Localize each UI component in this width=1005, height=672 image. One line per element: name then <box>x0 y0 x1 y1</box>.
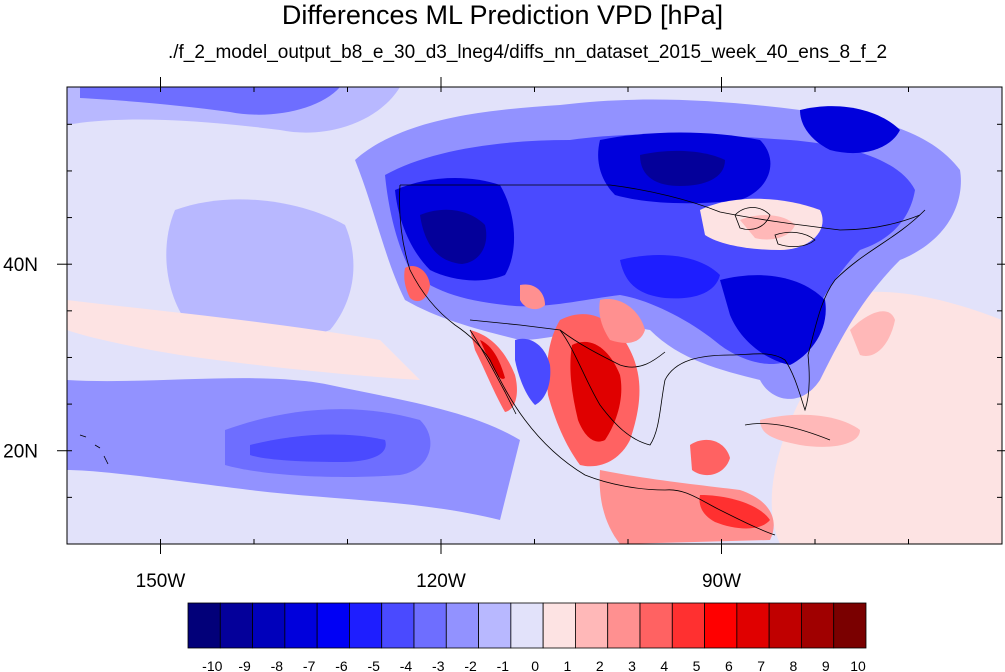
baja-line <box>469 329 517 415</box>
us-canada-border <box>400 184 921 231</box>
colorbar-label: -4 <box>400 658 413 672</box>
colorbar-label: -10 <box>202 658 222 672</box>
lat-tick-label: 40N <box>3 255 38 276</box>
colorbar-label: -3 <box>432 658 445 672</box>
colorbar-swatch <box>704 602 738 649</box>
east-pacific-pink <box>67 300 420 380</box>
colorbar-swatch <box>349 602 383 649</box>
colorbar-swatch <box>478 602 512 649</box>
lon-tick-label: 150W <box>136 571 186 592</box>
colorbar-swatch <box>801 602 835 649</box>
colorbar-label: -9 <box>238 658 251 672</box>
axis-ticks <box>57 77 1005 554</box>
east-coast-line <box>807 209 926 356</box>
colorbar-swatch <box>542 602 576 649</box>
colorbar-label: -2 <box>464 658 477 672</box>
colorbar-swatch <box>768 602 802 649</box>
lon-tick-label: 120W <box>416 571 466 592</box>
pacific-negative-core2 <box>250 434 386 462</box>
colorbar-label: 9 <box>822 658 830 672</box>
colorbar-swatch <box>639 602 673 649</box>
cuba-line <box>744 423 831 441</box>
colorbar-swatch <box>413 602 447 649</box>
colorbar-swatch <box>316 602 350 649</box>
map-subtitle: ./f_2_model_output_b8_e_30_d3_lneg4/diff… <box>167 42 888 63</box>
colorbar-label: 8 <box>790 658 798 672</box>
northeast-canada-core <box>800 106 900 154</box>
axis-tick-labels: 150W 120W 90W 40N 20N <box>3 255 741 592</box>
great-lakes-line <box>734 207 816 248</box>
colorbar-swatch <box>736 602 770 649</box>
colorbar-label: 2 <box>596 658 604 672</box>
colorbar-label: 7 <box>757 658 765 672</box>
mexico-west-negative <box>515 338 551 405</box>
colorbar-label: 10 <box>850 658 866 672</box>
map-title: Differences ML Prediction VPD [hPa] <box>281 0 724 30</box>
colorbar-swatch <box>284 602 318 649</box>
map-frame <box>66 86 1003 545</box>
colorbar-label: -7 <box>303 658 316 672</box>
pacific-negative-area <box>166 199 354 339</box>
vpd-difference-field <box>67 87 1002 544</box>
colorbar-label: -1 <box>497 658 510 672</box>
colorbar-label: 5 <box>693 658 701 672</box>
southwest-positive <box>520 284 545 310</box>
colorbar-label: -5 <box>367 658 380 672</box>
lon-tick-label: 90W <box>702 571 741 592</box>
colorbar-label: 1 <box>564 658 572 672</box>
west-coast-line <box>399 184 776 536</box>
colorbar-label: 4 <box>660 658 668 672</box>
colorbar-label: -8 <box>271 658 284 672</box>
midwest-core <box>620 255 720 299</box>
gulf-coast-line <box>559 329 810 446</box>
atlantic-positive-core <box>760 414 860 447</box>
colorbar-swatch <box>187 602 221 649</box>
colorbar-swatch <box>219 602 253 649</box>
colorbar-swatch <box>381 602 415 649</box>
colorbar: -10 -9 -8 -7 -6 -5 -4 -3 -2 -1 0 1 2 3 4 5 6 7 8 9 10 <box>187 602 867 672</box>
coastlines <box>79 184 926 536</box>
mexico-positive-core <box>570 341 622 442</box>
colorbar-label: -6 <box>335 658 348 672</box>
colorbar-swatch <box>833 602 867 649</box>
us-mexico-border <box>469 319 666 368</box>
caribbean-positive <box>850 311 895 356</box>
colorbar-label: 6 <box>725 658 733 672</box>
southeast-core <box>720 275 826 365</box>
central-america-positive-core <box>699 495 770 529</box>
arctic-pacific-core <box>80 87 340 115</box>
colorbar-swatch <box>575 602 609 649</box>
northwest-core-deep <box>420 209 487 264</box>
hawaii-line <box>79 434 109 465</box>
colorbar-label: 0 <box>531 658 539 672</box>
colorbar-swatch <box>607 602 641 649</box>
canada-core-deep <box>640 150 725 186</box>
lat-tick-label: 20N <box>3 442 38 463</box>
colorbar-swatch <box>445 602 479 649</box>
colorbar-swatch <box>510 602 544 649</box>
colorbar-swatch <box>252 602 286 649</box>
baja-positive-core <box>480 340 505 379</box>
colorbar-label: 3 <box>628 658 636 672</box>
colorbar-swatch <box>671 602 705 649</box>
gulf-positive <box>690 439 730 476</box>
texas-positive <box>599 299 645 343</box>
